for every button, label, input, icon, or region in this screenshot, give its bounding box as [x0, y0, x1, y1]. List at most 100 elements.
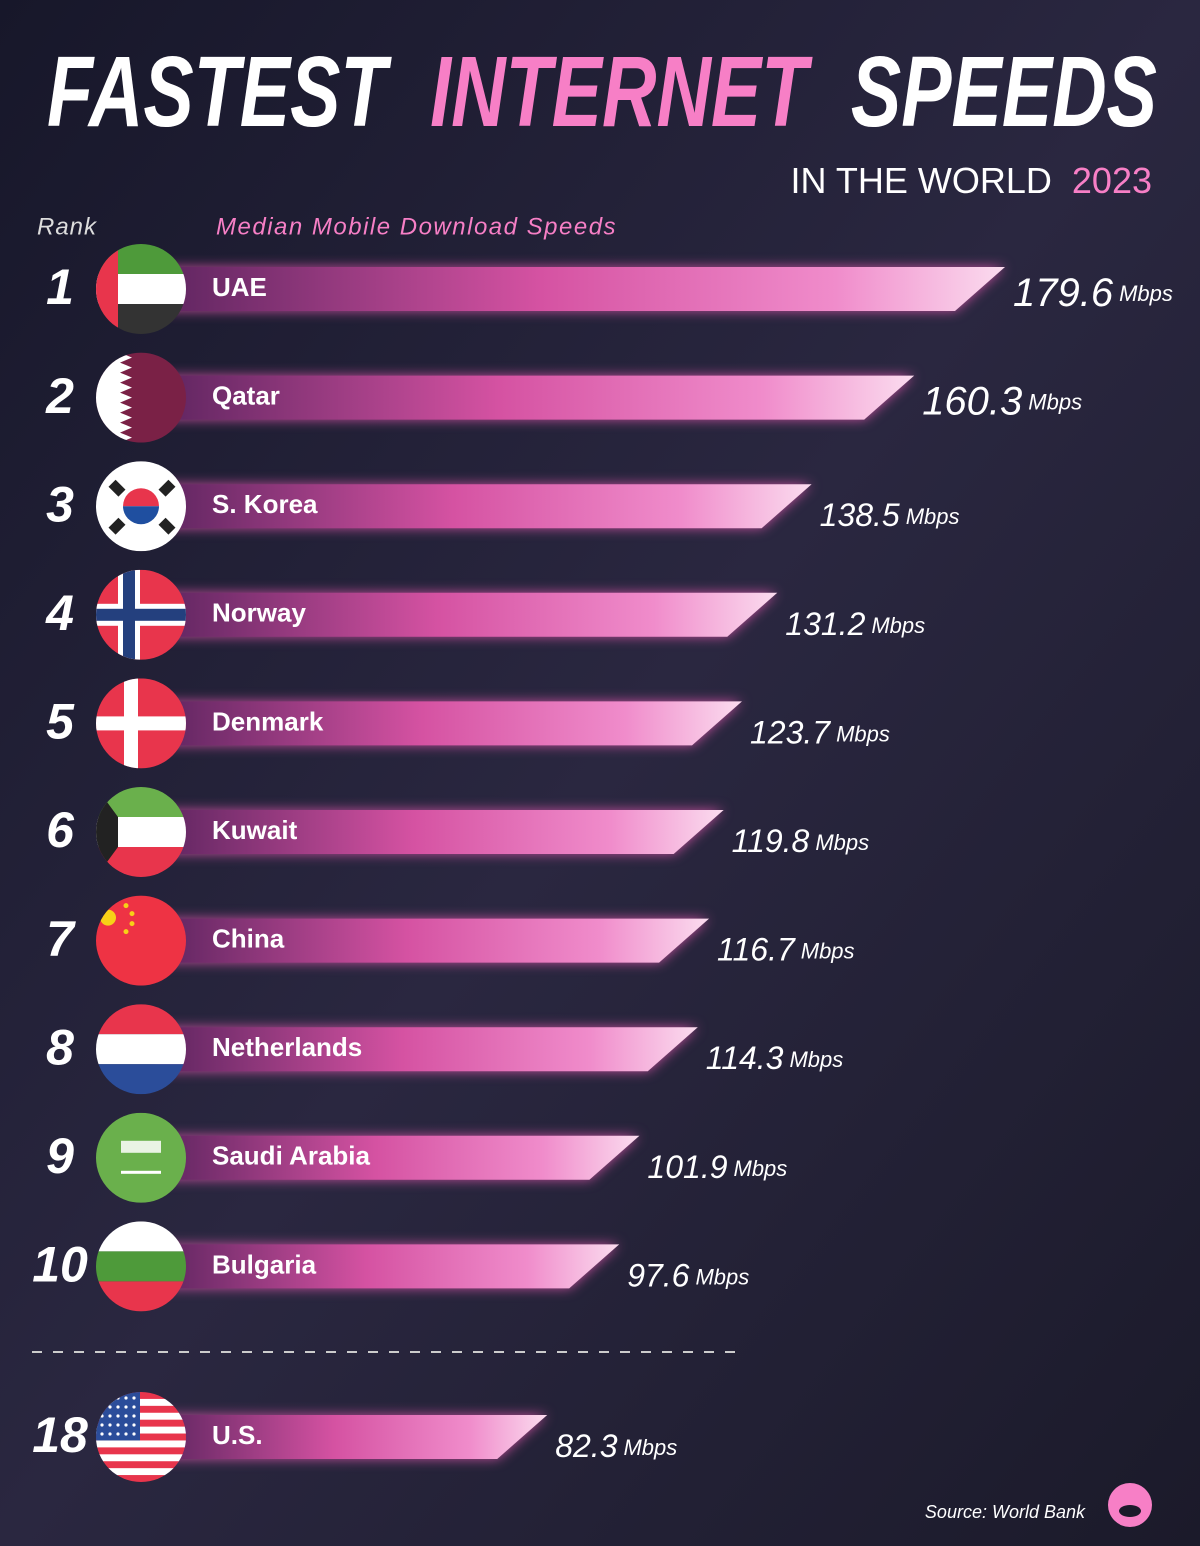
value-label: 82.3 Mbps [555, 1428, 677, 1464]
flag-part [96, 1251, 186, 1282]
flag-part [123, 506, 159, 525]
logo [1108, 1483, 1152, 1527]
flag [96, 352, 186, 443]
value-unit: Mbps [623, 1435, 677, 1460]
category-label: Norway [212, 598, 306, 628]
rank: 8 [46, 1019, 74, 1075]
bar [160, 484, 812, 529]
flag-part [96, 1447, 186, 1455]
flag-part [124, 1396, 128, 1400]
value-label: 116.7 Mbps [717, 932, 855, 968]
flag-part [108, 1405, 112, 1409]
value-label: 131.2 Mbps [785, 606, 925, 642]
category-label: UAE [212, 272, 267, 302]
flag-part [108, 517, 126, 535]
value-number: 131.2 [785, 606, 865, 642]
value-unit: Mbps [801, 938, 855, 963]
category-label: S. Korea [212, 489, 318, 519]
flag [96, 1004, 186, 1095]
title-part: INTERNET [430, 36, 813, 148]
value-label: 179.6 Mbps [1013, 271, 1173, 315]
value-label: 119.8 Mbps [732, 823, 870, 859]
flag-part [124, 1414, 128, 1418]
rank: 7 [46, 911, 76, 967]
flag-part [96, 1392, 186, 1400]
flag [96, 787, 186, 877]
rank: 3 [46, 476, 74, 532]
flag-part [132, 1414, 136, 1418]
value-label: 138.5 Mbps [820, 498, 960, 534]
value-unit: Mbps [815, 830, 869, 855]
value-label: 101.9 Mbps [647, 1149, 787, 1185]
flag-part [123, 488, 159, 507]
bar [160, 1244, 620, 1289]
title-part: FASTEST [47, 36, 392, 148]
value-label: 123.7 Mbps [750, 715, 890, 751]
category-label: Bulgaria [212, 1249, 317, 1279]
flag-part [116, 1405, 120, 1409]
title-part: SPEEDS [851, 36, 1157, 148]
flag-part [96, 1426, 186, 1434]
flag-part [108, 479, 126, 497]
flag [96, 1221, 186, 1312]
bar [160, 267, 1005, 311]
flag-part [158, 479, 176, 497]
value-label: 160.3 Mbps [922, 379, 1082, 423]
value-unit: Mbps [1028, 389, 1082, 414]
value-unit: Mbps [1119, 281, 1173, 306]
category-label: U.S. [212, 1420, 263, 1450]
flag [96, 895, 186, 986]
flag-part [96, 608, 186, 621]
flag-part [96, 1433, 186, 1441]
bar [160, 810, 724, 854]
subtitle: IN THE WORLD 2023 [791, 160, 1152, 201]
bar [160, 1135, 640, 1180]
flag-part [116, 1423, 120, 1427]
rank: 9 [46, 1128, 74, 1184]
flag [96, 461, 186, 552]
rank: 4 [45, 585, 74, 641]
flag-part [132, 1423, 136, 1427]
value-number: 179.6 [1013, 271, 1114, 315]
flag-part [116, 1414, 120, 1418]
flag [96, 569, 186, 660]
rank: 6 [46, 802, 75, 858]
flag-part [108, 1432, 112, 1436]
flag-part [96, 1475, 186, 1482]
rank: 2 [45, 368, 74, 424]
bar [160, 701, 742, 746]
flag-part [124, 1405, 128, 1409]
category-label: Kuwait [212, 815, 298, 845]
value-header: Median Mobile Download Speeds [216, 213, 617, 240]
flag-part [96, 1461, 186, 1469]
flag-part [123, 903, 129, 909]
flag-part [96, 1412, 186, 1420]
flag [96, 1112, 186, 1203]
chart-title: FASTEST INTERNET SPEEDS [47, 36, 1157, 148]
category-label: Saudi Arabia [212, 1141, 371, 1171]
value-label: 97.6 Mbps [627, 1258, 749, 1294]
bar [160, 918, 710, 963]
value-number: 160.3 [922, 379, 1022, 423]
flag-part [96, 1440, 186, 1448]
flag-part [108, 1414, 112, 1418]
value-label: 114.3 Mbps [706, 1041, 844, 1077]
value-unit: Mbps [871, 613, 925, 638]
flag-part [121, 1140, 161, 1153]
flag-part [96, 1405, 186, 1414]
bar [160, 1415, 548, 1459]
category-label: Netherlands [212, 1032, 362, 1062]
subtitle-part: 2023 [1072, 160, 1152, 201]
flag-part [129, 921, 135, 927]
subtitle-part: IN THE WORLD [791, 160, 1052, 201]
flag-part [96, 1419, 186, 1427]
value-number: 116.7 [717, 932, 796, 968]
flag-part [129, 911, 135, 917]
value-unit: Mbps [906, 504, 960, 529]
category-label: Denmark [212, 706, 324, 736]
flag-part [108, 1423, 112, 1427]
flag-part [132, 1432, 136, 1436]
flag-part [132, 1396, 136, 1400]
flag-part [116, 1432, 120, 1436]
